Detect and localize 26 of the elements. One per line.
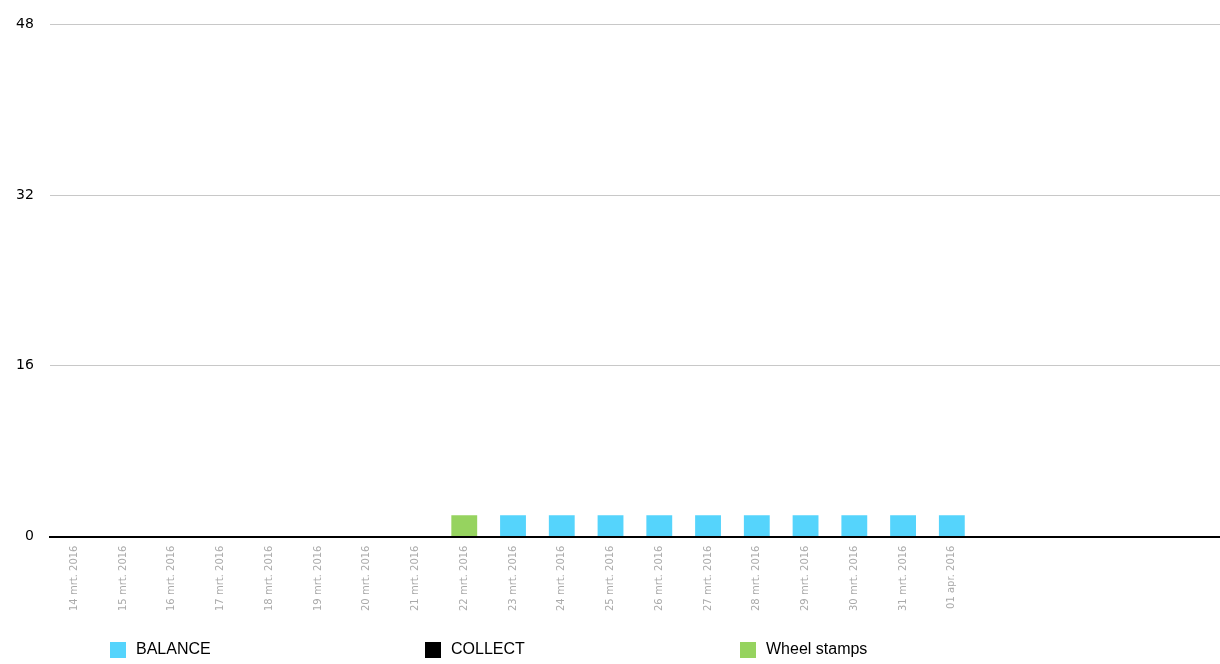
x-tick-label: 23 mrt. 2016	[506, 545, 518, 611]
x-tick-label: 26 mrt. 2016	[652, 545, 664, 611]
x-tick-label: 28 mrt. 2016	[750, 545, 762, 611]
x-tick-label: 27 mrt. 2016	[701, 545, 713, 611]
x-tick-label: 22 mrt. 2016	[457, 545, 469, 611]
x-tick-label: 31 mrt. 2016	[896, 545, 908, 611]
x-tick-label: 24 mrt. 2016	[555, 545, 567, 611]
y-tick-label: 0	[24, 527, 34, 544]
x-tick-label: 30 mrt. 2016	[847, 545, 859, 611]
x-tick-label: 18 mrt. 2016	[262, 545, 274, 611]
x-tick-label: 17 mrt. 2016	[214, 545, 226, 611]
x-tick-label: 21 mrt. 2016	[409, 545, 421, 611]
x-tick-label: 20 mrt. 2016	[360, 545, 372, 611]
y-tick-label: 48	[15, 15, 34, 32]
x-tick-label: 01 apr. 2016	[945, 545, 957, 609]
x-tick-label: 29 mrt. 2016	[799, 545, 811, 611]
x-tick-label: 14 mrt. 2016	[67, 545, 79, 611]
x-tick-label: 19 mrt. 2016	[311, 545, 323, 611]
legend-label: BALANCE	[136, 640, 211, 658]
x-tick-label: 16 mrt. 2016	[165, 545, 177, 611]
y-tick-label: 32	[15, 185, 34, 202]
legend-label: Wheel stamps	[766, 640, 868, 658]
x-tick-label: 15 mrt. 2016	[116, 545, 128, 611]
y-tick-label: 16	[15, 356, 34, 373]
x-tick-label: 25 mrt. 2016	[604, 545, 616, 611]
legend-label: COLLECT	[451, 640, 526, 658]
